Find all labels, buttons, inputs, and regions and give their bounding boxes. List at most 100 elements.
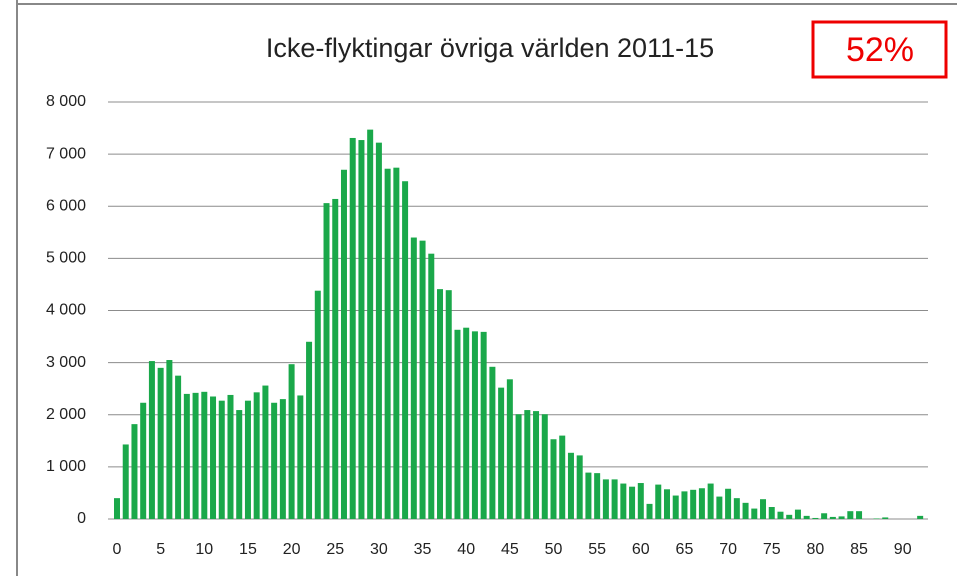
bar <box>157 367 164 519</box>
bar <box>410 237 417 519</box>
bar <box>210 396 217 519</box>
bar <box>471 331 478 519</box>
bar <box>559 435 566 519</box>
bar <box>349 137 356 519</box>
bar <box>463 327 470 519</box>
bar <box>306 341 313 519</box>
bar <box>585 472 592 519</box>
x-tick-label: 60 <box>632 541 650 558</box>
x-tick-label: 75 <box>763 541 781 558</box>
bar <box>140 402 147 519</box>
bar <box>480 331 487 519</box>
bar <box>236 410 243 519</box>
bar <box>629 486 636 519</box>
bar <box>192 392 199 519</box>
bar <box>323 203 330 519</box>
x-tick-label: 70 <box>719 541 737 558</box>
bar <box>148 361 155 519</box>
x-tick-label: 55 <box>588 541 606 558</box>
bar <box>489 366 496 519</box>
bar <box>166 360 173 519</box>
bar <box>620 483 627 519</box>
y-tick-label: 7 000 <box>46 145 86 162</box>
bar <box>297 395 304 519</box>
x-tick-label: 20 <box>283 541 301 558</box>
bar <box>803 515 810 519</box>
bar <box>393 167 400 520</box>
bar <box>602 479 609 519</box>
bar <box>279 399 286 519</box>
bar <box>856 511 863 519</box>
bar <box>114 498 120 519</box>
annotation-box <box>811 20 948 79</box>
x-tick-label: 5 <box>156 541 165 558</box>
bar <box>847 511 854 519</box>
bar <box>576 455 583 519</box>
bar <box>794 509 801 519</box>
bar <box>218 400 225 519</box>
y-tick-label: 1 000 <box>46 458 86 475</box>
x-tick-label: 45 <box>501 541 519 558</box>
bar <box>175 375 182 519</box>
x-tick-label: 85 <box>850 541 868 558</box>
y-tick-label: 2 000 <box>46 406 86 423</box>
bar <box>541 414 548 519</box>
bar <box>550 439 557 519</box>
bar <box>437 289 444 519</box>
y-tick-label: 6 000 <box>46 197 86 214</box>
bar <box>384 168 391 519</box>
bar <box>611 479 618 519</box>
y-tick-label: 3 000 <box>46 354 86 371</box>
bar <box>533 411 540 519</box>
x-tick-label: 35 <box>414 541 432 558</box>
bar <box>812 517 819 519</box>
bar <box>524 410 531 519</box>
bar <box>777 511 784 519</box>
x-tick-label: 0 <box>113 541 122 558</box>
bar <box>742 502 749 519</box>
bar <box>402 181 409 520</box>
x-tick-label: 25 <box>326 541 344 558</box>
bar <box>498 387 505 519</box>
bar <box>375 142 382 519</box>
bar <box>646 503 653 519</box>
bar <box>262 385 269 519</box>
bar <box>201 391 208 519</box>
x-tick-label: 50 <box>545 541 563 558</box>
bar <box>707 483 714 519</box>
bar <box>698 488 705 519</box>
bar <box>340 169 347 519</box>
x-tick-label: 80 <box>807 541 825 558</box>
bar <box>358 140 365 519</box>
bar <box>253 392 260 519</box>
x-tick-label: 10 <box>195 541 213 558</box>
bar <box>567 452 574 519</box>
bar <box>768 507 775 519</box>
x-tick-label: 90 <box>894 541 912 558</box>
y-tick-label: 4 000 <box>46 302 86 319</box>
annotation: 52% <box>846 31 914 69</box>
bar <box>183 393 190 519</box>
bar <box>515 414 522 519</box>
x-tick-label: 30 <box>370 541 388 558</box>
bar <box>506 379 513 519</box>
bar <box>367 129 374 519</box>
bar <box>917 515 924 519</box>
x-tick-label: 15 <box>239 541 257 558</box>
bar <box>681 491 688 519</box>
chart-title: Icke-flyktingar övriga världen 2011-15 <box>266 33 714 63</box>
y-tick-label: 5 000 <box>46 250 86 267</box>
bar <box>454 329 461 519</box>
bar <box>244 400 251 519</box>
bar <box>716 496 723 519</box>
bar <box>637 483 644 519</box>
bar <box>838 516 845 519</box>
bar <box>428 253 435 519</box>
y-tick-label: 8 000 <box>46 93 86 110</box>
bar <box>672 495 679 519</box>
bar <box>419 240 426 519</box>
x-tick-label: 65 <box>676 541 694 558</box>
bar <box>594 473 601 519</box>
bar <box>882 517 889 519</box>
